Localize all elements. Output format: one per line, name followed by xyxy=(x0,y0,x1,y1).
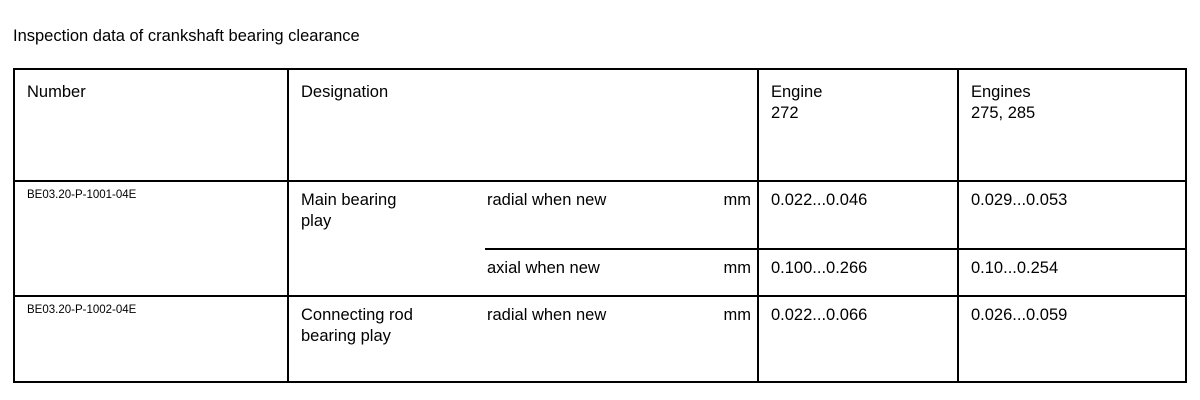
row-divider-radial-axial xyxy=(485,248,1185,250)
value-engines-275-285: 0.026...0.059 xyxy=(971,306,1068,324)
row-number-value: BE03.20-P-1002-04E xyxy=(27,304,137,316)
page-title: Inspection data of crankshaft bearing cl… xyxy=(13,27,360,45)
header-engine-number: 272 xyxy=(771,104,799,122)
column-divider-engine-272 xyxy=(757,70,759,381)
designation-line-1: Main bearing xyxy=(301,191,397,209)
header-engines-275-285: Engines 275, 285 xyxy=(971,82,1035,124)
table-row-designation: Main bearing play xyxy=(301,190,396,232)
measurement-unit: mm xyxy=(723,191,752,209)
measurement-unit: mm xyxy=(723,259,752,277)
header-engines-numbers: 275, 285 xyxy=(971,104,1036,122)
value-engine-272: 0.100...0.266 xyxy=(771,259,868,277)
measurement-condition: axial when new xyxy=(487,259,600,277)
header-engines-label: Engines xyxy=(971,83,1031,101)
header-designation: Designation xyxy=(301,82,388,103)
header-engine-label: Engine xyxy=(771,83,823,101)
designation-line-2: bearing play xyxy=(301,327,391,345)
value-engine-272: 0.022...0.046 xyxy=(771,191,868,209)
header-number: Number xyxy=(27,82,86,103)
designation-line-1: Connecting rod xyxy=(301,306,413,324)
row-divider-header xyxy=(15,180,1185,182)
column-divider-designation xyxy=(287,70,289,381)
measurement-condition: radial when new xyxy=(487,191,607,209)
row-number-value: BE03.20-P-1001-04E xyxy=(27,189,137,201)
table-row-number: BE03.20-P-1002-04E xyxy=(27,303,136,317)
header-designation-label: Designation xyxy=(301,83,389,101)
value-engine-272: 0.022...0.066 xyxy=(771,306,868,324)
measurement-unit: mm xyxy=(723,306,752,324)
column-divider-engines-275-285 xyxy=(957,70,959,381)
value-engines-275-285: 0.10...0.254 xyxy=(971,259,1059,277)
designation-line-2: play xyxy=(301,212,332,230)
header-number-label: Number xyxy=(27,83,86,101)
table-row-number: BE03.20-P-1001-04E xyxy=(27,188,136,202)
header-engine-272: Engine 272 xyxy=(771,82,822,124)
inspection-data-table: Number Designation Engine 272 Engines 27… xyxy=(13,68,1187,383)
row-divider-row1-row2 xyxy=(15,295,1185,297)
measurement-condition: radial when new xyxy=(487,306,607,324)
table-row-designation: Connecting rod bearing play xyxy=(301,305,413,347)
value-engines-275-285: 0.029...0.053 xyxy=(971,191,1068,209)
